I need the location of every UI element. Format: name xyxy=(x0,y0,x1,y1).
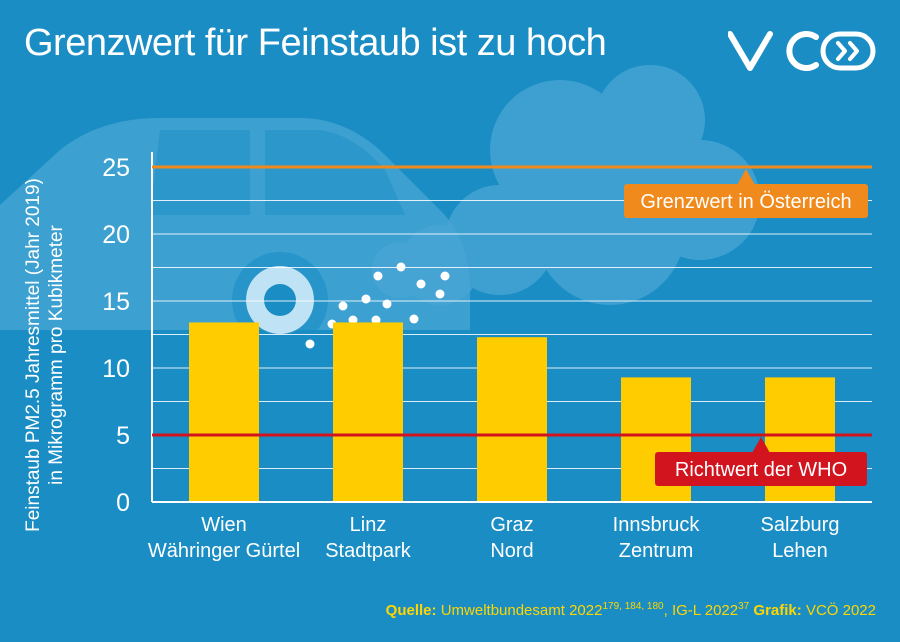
reference-lines: Grenzwert in Österreich Richtwert der WHO xyxy=(152,165,872,486)
axes xyxy=(151,152,872,503)
reference-label-box xyxy=(655,452,867,486)
vco-logo xyxy=(728,30,878,72)
x-tick-label-line: Nord xyxy=(490,540,533,562)
y-tick-label: 25 xyxy=(102,154,130,182)
source-text: Umweltbundesamt 2022 xyxy=(440,602,603,619)
y-axis-label-line2: in Mikrogramm pro Kubikmeter xyxy=(46,225,67,485)
y-axis-label-line1: Feinstaub PM2.5 Jahresmittel (Jahr 2019) xyxy=(23,178,44,532)
vco-logo-icon xyxy=(728,31,876,71)
x-tick-label-line: Zentrum xyxy=(619,540,693,562)
grafik-text: VCÖ 2022 xyxy=(805,602,876,619)
y-tick-label: 0 xyxy=(116,489,130,517)
grafik-label: Grafik: xyxy=(753,602,802,619)
igl-ref: 37 xyxy=(738,601,750,612)
x-tick-label: Graz Nord xyxy=(490,514,533,562)
car-window-icon xyxy=(150,130,405,215)
y-tick-labels: 0 5 10 15 20 25 xyxy=(102,154,130,517)
source-label: Quelle: xyxy=(385,602,437,619)
x-tick-label-line: Graz xyxy=(490,514,533,536)
reference-label: Grenzwert in Österreich xyxy=(640,191,851,213)
bar xyxy=(333,322,403,502)
bar xyxy=(189,322,259,502)
igl-text: , IG-L 2022 xyxy=(663,602,739,619)
bars xyxy=(189,322,835,502)
y-tick-label: 20 xyxy=(102,221,130,249)
x-tick-label-line: Stadtpark xyxy=(325,540,412,562)
car-wheel-icon xyxy=(232,252,328,348)
x-tick-label-line: Linz xyxy=(350,514,387,536)
x-tick-label: Salzburg Lehen xyxy=(761,514,840,562)
bar xyxy=(477,337,547,502)
x-tick-label-line: Lehen xyxy=(772,540,828,562)
reference-label-box xyxy=(624,184,868,218)
x-tick-label: Wien Währinger Gürtel xyxy=(148,514,300,562)
y-axis-label: Feinstaub PM2.5 Jahresmittel (Jahr 2019)… xyxy=(22,145,68,565)
reference-label: Richtwert der WHO xyxy=(675,459,847,481)
x-tick-label: Linz Stadtpark xyxy=(325,514,412,562)
x-tick-labels: Wien Währinger Gürtel Linz Stadtpark Graz Nor… xyxy=(148,514,840,562)
source-refs: 179, 184, 180 xyxy=(602,601,664,612)
x-tick-label-line: Wien xyxy=(201,514,247,536)
x-tick-label: Innsbruck Zentrum xyxy=(613,514,701,562)
x-tick-label-line: Salzburg xyxy=(761,514,840,536)
y-tick-label: 10 xyxy=(102,355,130,383)
x-tick-label-line: Währinger Gürtel xyxy=(148,540,300,562)
reference-arrow xyxy=(737,169,755,185)
y-tick-label: 5 xyxy=(116,422,130,450)
source-note: Quelle: Umweltbundesamt 2022179, 184, 18… xyxy=(386,601,876,619)
x-tick-label-line: Innsbruck xyxy=(613,514,701,536)
y-tick-label: 15 xyxy=(102,288,130,316)
reference-arrow xyxy=(752,437,770,453)
chart-title: Grenzwert für Feinstaub ist zu hoch xyxy=(24,22,607,64)
